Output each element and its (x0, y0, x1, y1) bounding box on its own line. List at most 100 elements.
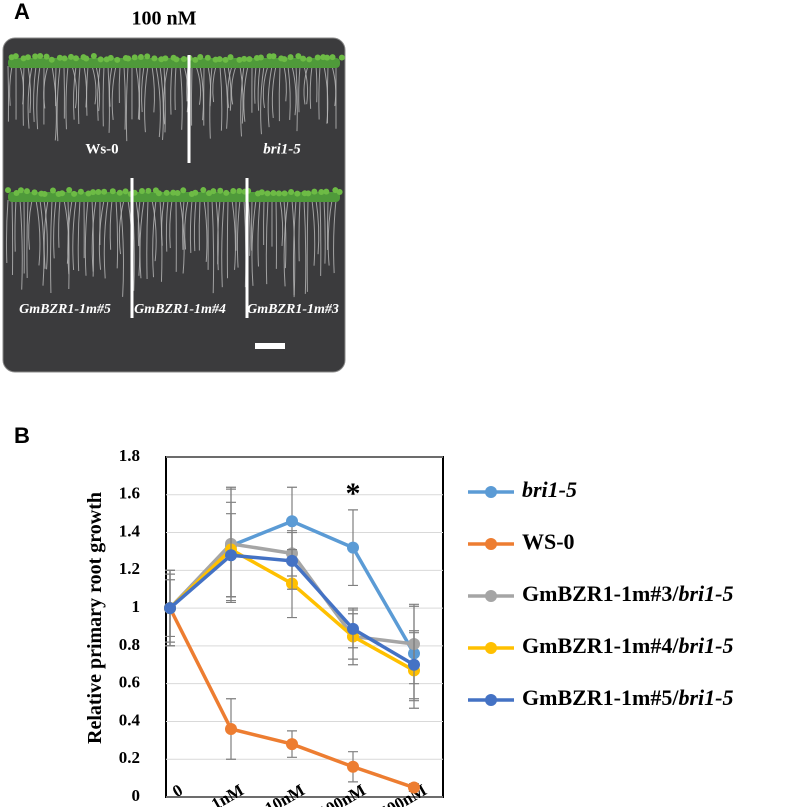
root (111, 65, 117, 120)
leaf (61, 55, 68, 62)
root (311, 199, 316, 266)
y-tick-label: 0.2 (119, 748, 140, 767)
leaf (49, 187, 56, 194)
root (43, 199, 49, 269)
root (217, 199, 221, 271)
root (298, 199, 301, 262)
root (298, 65, 301, 113)
root (169, 199, 173, 249)
legend-swatch (485, 642, 497, 654)
leaf (246, 56, 253, 63)
leaf (174, 190, 181, 197)
leaf (217, 187, 224, 194)
leaf (329, 54, 336, 61)
root (27, 65, 33, 129)
root (102, 65, 105, 127)
root (231, 199, 236, 270)
root (77, 199, 81, 272)
root (9, 65, 13, 106)
root (151, 65, 155, 113)
root (7, 65, 10, 122)
root (211, 199, 215, 294)
leaf (236, 188, 243, 195)
leaf (257, 54, 264, 61)
leaf (258, 189, 265, 196)
y-tick-label: 1.6 (119, 484, 140, 503)
root (315, 65, 318, 103)
root (279, 199, 284, 246)
series-line (168, 607, 415, 790)
root (33, 65, 37, 122)
root (36, 65, 41, 130)
leaf (68, 53, 75, 60)
leaf (281, 56, 288, 63)
root (219, 65, 223, 131)
root (257, 65, 261, 111)
root (73, 65, 77, 120)
leaf (300, 55, 307, 62)
root (319, 199, 322, 276)
leaf (270, 189, 277, 196)
leaf (192, 56, 199, 63)
leaf (122, 188, 129, 195)
legend-entry: GmBZR1-1m#5/bri1-5 (522, 685, 733, 710)
root (50, 199, 53, 293)
annotation: * (346, 477, 361, 510)
leaf (151, 55, 158, 62)
root (265, 199, 269, 285)
root (203, 199, 208, 262)
point (164, 602, 176, 615)
root (43, 65, 49, 109)
root (287, 65, 291, 120)
root (221, 199, 225, 288)
root (295, 65, 298, 132)
y-tick-label: 0.8 (119, 635, 140, 654)
plate (2, 37, 346, 373)
root (138, 65, 141, 120)
point (408, 781, 420, 794)
leaf (12, 53, 19, 60)
legend-swatch (485, 694, 497, 706)
root (58, 199, 61, 248)
root (98, 199, 105, 270)
leaf (236, 56, 243, 63)
leaf (163, 189, 170, 196)
root (292, 199, 297, 296)
root (283, 199, 289, 287)
root (327, 199, 333, 266)
legend-swatch (485, 538, 497, 550)
leaf (56, 54, 63, 61)
root (306, 199, 309, 292)
leaf (43, 53, 50, 60)
root (152, 199, 157, 278)
root (331, 65, 337, 107)
root (267, 65, 273, 128)
leaf (48, 56, 55, 63)
root (135, 65, 140, 120)
root (323, 199, 326, 264)
leaf (287, 54, 294, 61)
leaf (5, 187, 12, 194)
x-tick-label: 100nM (315, 780, 369, 807)
root (190, 65, 193, 126)
y-tick-label: 1.2 (119, 559, 140, 578)
root (118, 199, 125, 255)
root (119, 199, 124, 297)
leaf (318, 188, 325, 195)
leaf (323, 188, 330, 195)
leaf (223, 189, 230, 196)
root (251, 199, 257, 286)
point (347, 622, 359, 635)
root (174, 65, 177, 111)
genotype-label: Ws-0 (85, 141, 118, 157)
root (239, 65, 244, 124)
leaf (101, 188, 108, 195)
root (227, 65, 232, 111)
root (170, 65, 173, 115)
leaf (107, 54, 114, 61)
root (54, 65, 57, 107)
root (5, 199, 9, 264)
leaf (144, 53, 151, 60)
root (53, 199, 57, 259)
